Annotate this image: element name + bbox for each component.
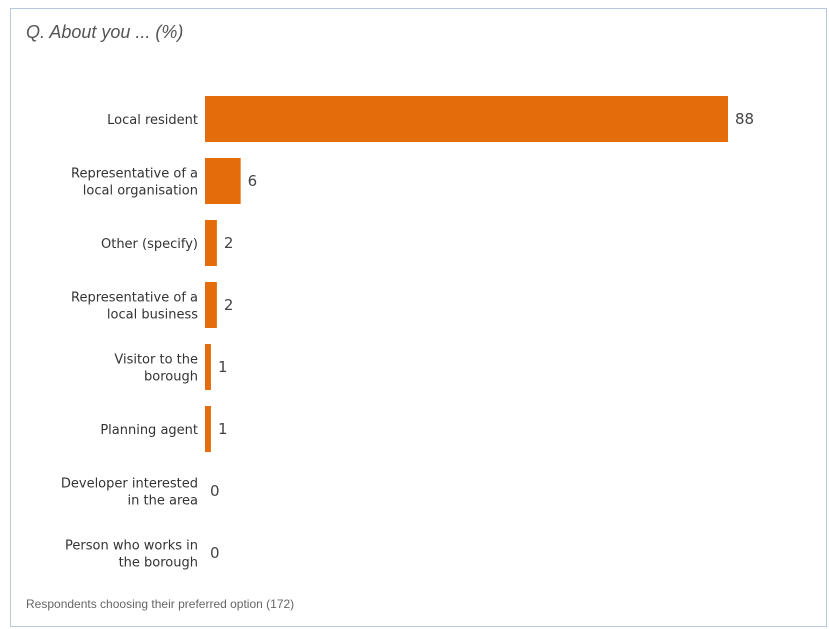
- bar: [205, 406, 211, 452]
- category-label: Planning agent: [100, 423, 198, 438]
- category-label: Person who works in the borough: [65, 539, 198, 571]
- value-label: 0: [210, 482, 220, 500]
- value-label: 6: [248, 172, 258, 190]
- category-label: Representative of a local organisation: [71, 167, 198, 199]
- category-label: Developer interested in the area: [61, 477, 198, 509]
- value-label: 0: [210, 544, 220, 562]
- category-label: Representative of a local business: [71, 291, 198, 323]
- value-label: 2: [224, 234, 234, 252]
- bar: [205, 282, 217, 328]
- value-label: 88: [735, 110, 754, 128]
- bar: [205, 220, 217, 266]
- category-label: Local resident: [107, 113, 198, 128]
- chart-footnote: Respondents choosing their preferred opt…: [26, 597, 295, 611]
- chart-title: Q. About you ... (%): [26, 22, 184, 42]
- bar: [205, 96, 728, 142]
- bar: [205, 344, 211, 390]
- bar: [205, 158, 241, 204]
- category-label: Visitor to the borough: [114, 353, 198, 385]
- value-label: 1: [218, 420, 228, 438]
- category-label: Other (specify): [101, 237, 198, 252]
- value-label: 1: [218, 358, 228, 376]
- value-label: 2: [224, 296, 234, 314]
